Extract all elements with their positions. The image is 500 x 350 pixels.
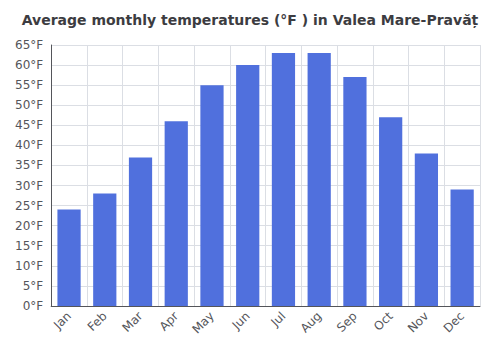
svg-text:45°F: 45°F [15,118,43,132]
svg-text:60°F: 60°F [15,58,43,72]
svg-text:15°F: 15°F [15,239,43,253]
svg-text:Jan: Jan [50,309,74,333]
svg-text:Jul: Jul [268,309,289,330]
svg-text:35°F: 35°F [15,158,43,172]
svg-text:Dec: Dec [441,309,467,335]
svg-text:Mar: Mar [120,309,146,335]
svg-text:Jun: Jun [229,309,253,333]
svg-text:Nov: Nov [405,309,431,335]
svg-text:20°F: 20°F [15,219,43,233]
svg-text:May: May [190,309,217,336]
svg-text:0°F: 0°F [23,299,44,313]
svg-text:5°F: 5°F [23,279,44,293]
svg-text:65°F: 65°F [15,38,43,52]
svg-text:Oct: Oct [371,309,396,334]
svg-text:Sep: Sep [334,309,360,335]
svg-text:Feb: Feb [85,309,110,334]
svg-text:25°F: 25°F [15,199,43,213]
svg-text:Average monthly temperatures (: Average monthly temperatures (°F ) in Va… [22,12,479,29]
svg-text:50°F: 50°F [15,98,43,112]
svg-text:55°F: 55°F [15,78,43,92]
svg-text:Aug: Aug [298,309,324,335]
svg-text:30°F: 30°F [15,179,43,193]
svg-text:Apr: Apr [157,309,182,334]
svg-text:10°F: 10°F [15,259,43,273]
svg-text:40°F: 40°F [15,138,43,152]
